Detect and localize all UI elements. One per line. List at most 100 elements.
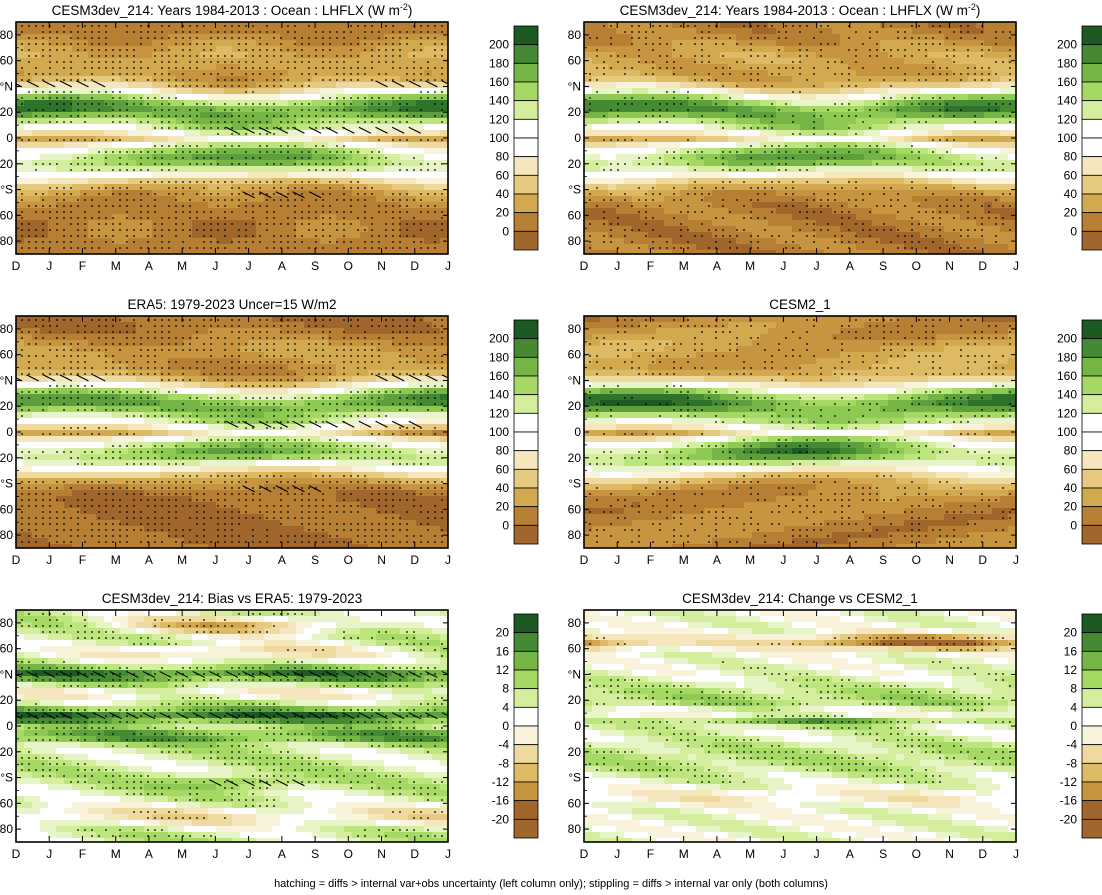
stipple-dot: [28, 49, 30, 51]
heatmap-cell: [392, 178, 401, 185]
heatmap-cell: [352, 76, 361, 83]
stipple-dot: [329, 223, 331, 225]
hatch-stroke: [275, 191, 289, 199]
heatmap-cell: [616, 124, 625, 131]
heatmap-cell: [360, 154, 369, 161]
stipple-dot: [273, 223, 275, 225]
heatmap-cell: [384, 214, 393, 221]
stipple-dot: [434, 103, 436, 105]
x-tick-label: A: [278, 259, 286, 273]
stipple-dot: [63, 139, 65, 141]
heatmap-cell: [32, 220, 41, 227]
heatmap-cell: [608, 64, 617, 71]
heatmap-cell: [968, 94, 977, 101]
heatmap-cell: [336, 34, 345, 41]
heatmap-cell: [648, 22, 657, 29]
stipple-dot: [266, 67, 268, 69]
heatmap-cell: [376, 220, 385, 227]
heatmap-cell: [240, 34, 249, 41]
heatmap-cell: [992, 76, 1001, 83]
heatmap-cell: [608, 52, 617, 59]
hatch-stroke: [275, 126, 289, 134]
heatmap-cell: [344, 34, 353, 41]
heatmap-cell: [736, 112, 745, 119]
stipple-dot: [301, 157, 303, 159]
stipple-dot: [175, 151, 177, 153]
heatmap-cell: [712, 130, 721, 137]
heatmap-cell: [152, 226, 161, 233]
heatmap-cell: [664, 64, 673, 71]
heatmap-cell: [144, 46, 153, 53]
stipple-dot: [140, 211, 142, 213]
y-tick-label: 20: [0, 157, 13, 171]
stipple-dot: [287, 115, 289, 117]
heatmap-cell: [176, 58, 185, 65]
heatmap-cell: [920, 46, 929, 53]
stipple-dot: [259, 187, 261, 189]
stipple-dot: [217, 223, 219, 225]
stipple-dot: [112, 121, 114, 123]
heatmap-cell: [224, 130, 233, 137]
stipple-dot: [203, 193, 205, 195]
heatmap-cell: [152, 196, 161, 203]
y-tick-label: °S: [0, 183, 13, 197]
heatmap-cell: [328, 244, 337, 251]
heatmap-cell: [584, 94, 593, 101]
stipple-dot: [399, 217, 401, 219]
heatmap-cell: [856, 70, 865, 77]
stipple-dot: [420, 97, 422, 99]
stipple-dot: [175, 127, 177, 129]
heatmap-cell: [240, 250, 249, 254]
heatmap-cell: [304, 184, 313, 191]
heatmap-cell: [744, 52, 753, 59]
heatmap-cell: [400, 82, 409, 89]
stipple-dot: [266, 115, 268, 117]
heatmap-cell: [832, 52, 841, 59]
heatmap-cell: [80, 52, 89, 59]
heatmap-cell: [864, 106, 873, 113]
stipple-dot: [294, 199, 296, 201]
heatmap-cell: [408, 70, 417, 77]
heatmap-cell: [1000, 106, 1009, 113]
heatmap-cell: [328, 94, 337, 101]
heatmap-cell: [48, 124, 57, 131]
heatmap-cell: [640, 64, 649, 71]
heatmap-cell: [912, 124, 921, 131]
stipple-dot: [273, 247, 275, 249]
heatmap-cell: [792, 94, 801, 101]
stipple-dot: [56, 79, 58, 81]
stipple-dot: [231, 133, 233, 135]
heatmap-cell: [104, 70, 113, 77]
stipple-dot: [259, 205, 261, 207]
stipple-dot: [329, 163, 331, 165]
heatmap-cell: [696, 82, 705, 89]
heatmap-cell: [816, 28, 825, 35]
heatmap-cell: [384, 28, 393, 35]
heatmap-cell: [152, 172, 161, 179]
heatmap-field: [16, 22, 448, 254]
heatmap-cell: [336, 226, 345, 233]
heatmap-cell: [752, 118, 761, 125]
heatmap-cell: [816, 130, 825, 137]
stipple-dot: [224, 223, 226, 225]
heatmap-cell: [704, 112, 713, 119]
stipple-dot: [112, 187, 114, 189]
heatmap-cell: [360, 100, 369, 107]
heatmap-cell: [632, 64, 641, 71]
heatmap-cell: [1000, 100, 1009, 107]
heatmap-cell: [1008, 58, 1016, 65]
stipple-dot: [406, 121, 408, 123]
heatmap-cell: [144, 184, 153, 191]
stipple-dot: [224, 103, 226, 105]
stipple-dot: [161, 79, 163, 81]
heatmap-cell: [608, 40, 617, 47]
stipple-dot: [98, 217, 100, 219]
heatmap-cell: [104, 244, 113, 251]
heatmap-cell: [720, 136, 729, 143]
heatmap-cell: [672, 64, 681, 71]
stipple-dot: [35, 67, 37, 69]
heatmap-cell: [96, 250, 105, 254]
heatmap-cell: [360, 220, 369, 227]
heatmap-cell: [144, 40, 153, 47]
heatmap-cell: [192, 130, 201, 137]
